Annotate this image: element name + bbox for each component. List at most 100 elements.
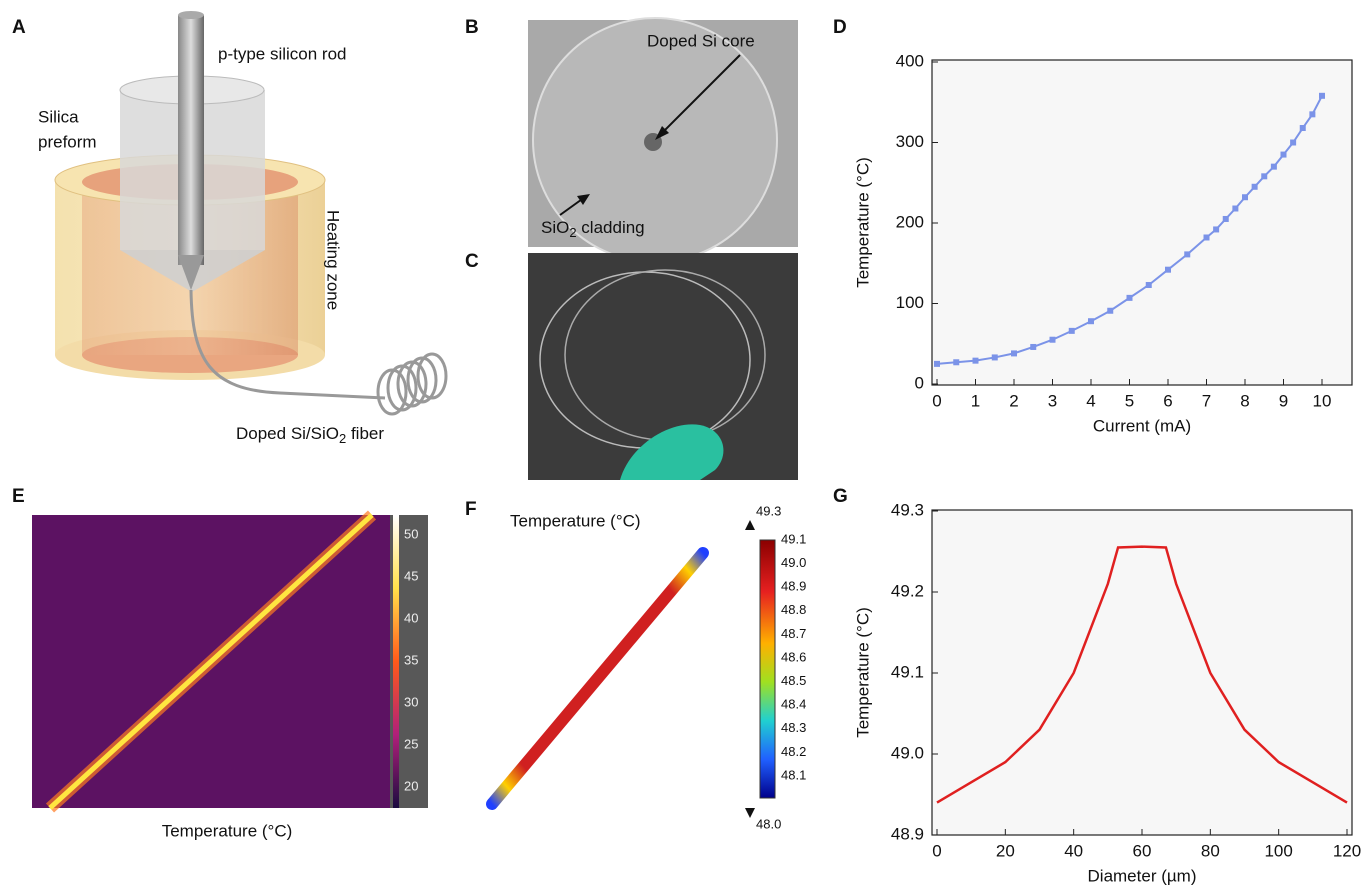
x-tick-label: 2 bbox=[1009, 391, 1018, 410]
colorbar-label: 48.1 bbox=[781, 767, 806, 782]
y-tick-label: 49.3 bbox=[891, 500, 924, 519]
caption: Temperature (°C) bbox=[162, 821, 293, 840]
marker bbox=[1049, 336, 1056, 343]
marker bbox=[1088, 318, 1094, 325]
marker bbox=[1242, 194, 1248, 201]
marker bbox=[1290, 139, 1297, 146]
label: preform bbox=[38, 132, 97, 151]
panel-letter: G bbox=[833, 486, 848, 507]
marker bbox=[934, 360, 940, 367]
marker bbox=[1203, 234, 1210, 241]
y-tick-label: 400 bbox=[896, 51, 924, 70]
x-tick-label: 0 bbox=[932, 841, 941, 860]
x-tick-label: 6 bbox=[1163, 391, 1172, 410]
colorbar-label: 40 bbox=[404, 610, 418, 625]
colorbar-label: 48.6 bbox=[781, 649, 806, 664]
marker bbox=[1011, 350, 1017, 357]
colorbar-label: 48.8 bbox=[781, 602, 806, 617]
marker bbox=[953, 359, 960, 366]
subscript: 2 bbox=[339, 431, 346, 446]
marker bbox=[1145, 281, 1152, 288]
x-tick-label: 100 bbox=[1264, 841, 1292, 860]
label: Heating zone bbox=[324, 210, 343, 310]
colorbar-min: 48.0 bbox=[756, 816, 781, 831]
marker bbox=[1232, 205, 1239, 212]
marker bbox=[1280, 151, 1287, 158]
panel-letter: C bbox=[465, 251, 479, 272]
colorbar-label: 30 bbox=[404, 694, 418, 709]
colorbar-label: 45 bbox=[404, 568, 418, 583]
marker bbox=[1222, 215, 1229, 222]
y-tick-label: 49.2 bbox=[891, 581, 924, 600]
x-tick-label: 3 bbox=[1048, 391, 1057, 410]
panel-letter: D bbox=[833, 17, 847, 38]
x-tick-label: 0 bbox=[932, 391, 941, 410]
x-tick-label: 20 bbox=[996, 841, 1015, 860]
colorbar-label: 48.9 bbox=[781, 579, 806, 594]
marker bbox=[1299, 125, 1306, 132]
x-tick-label: 7 bbox=[1202, 391, 1211, 410]
marker bbox=[1319, 92, 1325, 99]
title: Temperature (°C) bbox=[510, 511, 641, 530]
line bbox=[936, 545, 1348, 804]
colorbar-label: 25 bbox=[404, 736, 418, 751]
panel-c-image bbox=[528, 253, 798, 480]
colorbar-label: 48.7 bbox=[781, 626, 806, 641]
y-tick-label: 200 bbox=[896, 212, 924, 231]
y-tick-label: 48.9 bbox=[891, 824, 924, 843]
x-tick-label: 8 bbox=[1240, 391, 1249, 410]
marker bbox=[1270, 163, 1277, 170]
x-tick-label: 40 bbox=[1064, 841, 1083, 860]
marker bbox=[1126, 294, 1133, 301]
y-tick-label: 100 bbox=[896, 293, 924, 312]
colorbar-label: 48.3 bbox=[781, 720, 806, 735]
label: SiO2 cladding bbox=[541, 218, 645, 240]
y-tick-label: 49.0 bbox=[891, 743, 924, 762]
x-axis-label: Diameter (µm) bbox=[1088, 866, 1197, 885]
label: Doped Si/SiO2 fiber bbox=[236, 424, 384, 446]
label-part: fiber bbox=[346, 424, 384, 443]
x-tick-label: 5 bbox=[1125, 391, 1134, 410]
panel-f-drawing bbox=[486, 520, 776, 818]
marker bbox=[991, 354, 998, 361]
label: Silica bbox=[38, 107, 79, 126]
panel-letter: E bbox=[12, 486, 25, 507]
marker bbox=[1251, 183, 1258, 190]
colorbar-label: 20 bbox=[404, 778, 418, 793]
marker bbox=[1309, 111, 1316, 118]
marker bbox=[1030, 343, 1037, 350]
x-tick-label: 80 bbox=[1201, 841, 1220, 860]
colorbar-label: 48.4 bbox=[781, 697, 806, 712]
colorbar-label: 35 bbox=[404, 652, 418, 667]
x-tick-label: 9 bbox=[1279, 391, 1288, 410]
colorbar-label: 48.5 bbox=[781, 673, 806, 688]
panel-letter: F bbox=[465, 499, 477, 520]
label-part: cladding bbox=[577, 218, 645, 237]
plot-area bbox=[931, 59, 1353, 386]
subscript: 2 bbox=[569, 225, 576, 240]
panel-letter: A bbox=[12, 17, 26, 38]
x-tick-label: 1 bbox=[971, 391, 980, 410]
colorbar-label: 49.0 bbox=[781, 555, 806, 570]
x-axis-label: Current (mA) bbox=[1093, 416, 1191, 435]
y-axis-label: Temperature (°C) bbox=[853, 607, 872, 738]
marker bbox=[972, 357, 979, 364]
panel-e-image bbox=[32, 510, 428, 813]
panel-b-image bbox=[528, 17, 798, 263]
panel-letter: B bbox=[465, 17, 479, 38]
colorbar-label: 50 bbox=[404, 526, 418, 541]
colorbar-label: 48.2 bbox=[781, 744, 806, 759]
marker bbox=[1213, 226, 1220, 233]
label: Doped Si core bbox=[647, 31, 755, 50]
y-tick-label: 0 bbox=[915, 373, 924, 392]
y-tick-label: 300 bbox=[896, 132, 924, 151]
x-tick-label: 4 bbox=[1086, 391, 1095, 410]
colorbar-label: 49.1 bbox=[781, 531, 806, 546]
plot-area bbox=[931, 509, 1353, 836]
y-axis-label: Temperature (°C) bbox=[853, 157, 872, 288]
colorbar-max: 49.3 bbox=[756, 503, 781, 518]
marker bbox=[1165, 266, 1171, 273]
panel-a-drawing bbox=[54, 11, 448, 416]
